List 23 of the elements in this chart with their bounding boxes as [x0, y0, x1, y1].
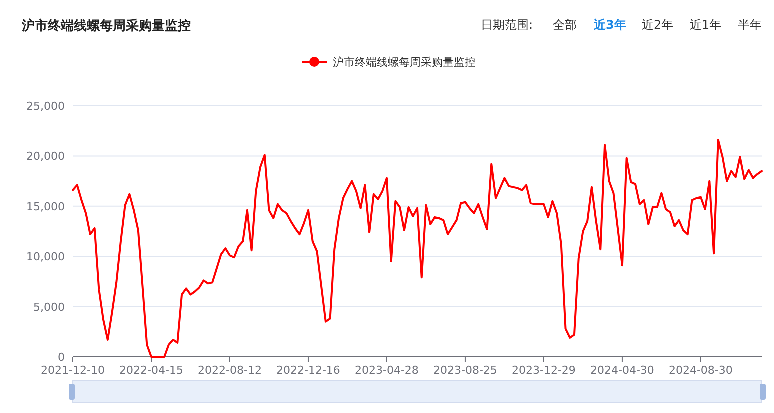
x-tick-label: 2022-04-15: [120, 364, 184, 377]
y-tick-label: 0: [58, 351, 65, 364]
y-tick-label: 10,000: [26, 250, 65, 264]
x-tick-label: 2023-08-25: [434, 364, 498, 377]
x-tick-label: 2024-04-30: [590, 364, 654, 377]
text: 全部: [553, 18, 577, 32]
y-tick-label: 15,000: [26, 200, 65, 214]
y-tick-label: 25,000: [26, 100, 65, 113]
text: 近3年: [593, 18, 626, 32]
x-tick-label: 2022-12-16: [276, 364, 340, 377]
text: 半年: [738, 18, 762, 32]
y-tick-label: 20,000: [26, 150, 65, 164]
chart-title: 沪市终端线螺每周采购量监控: [21, 18, 191, 34]
text: 近1年: [690, 18, 722, 32]
x-tick-label: 2024-08-30: [668, 364, 733, 377]
x-tick-label: 2023-12-29: [512, 364, 576, 377]
x-tick-label: 2021-12-10: [41, 364, 105, 377]
text: 日期范围:: [481, 18, 534, 32]
x-tick-label: 2022-08-12: [198, 364, 262, 377]
legend-label: 沪市终端线螺每周采购量监控: [333, 56, 476, 69]
text: 近2年: [642, 18, 674, 32]
x-tick-label: 2023-04-28: [355, 364, 419, 377]
y-tick-label: 5,000: [34, 300, 65, 314]
